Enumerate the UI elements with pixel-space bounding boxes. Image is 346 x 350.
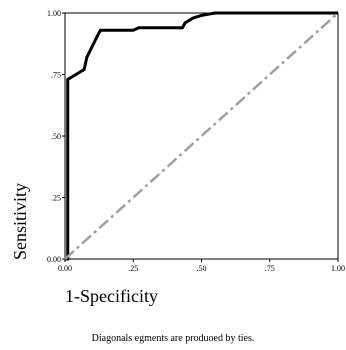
- y-tick-label: 0.00: [47, 255, 61, 264]
- plot-area: 0.00 .25 .50 .75 1.00 0.00 .25 .50 .75 1.00: [47, 9, 345, 273]
- x-tick-label: 0.00: [58, 264, 72, 273]
- y-tick-label: .25: [51, 194, 61, 203]
- y-tick-label: .75: [51, 71, 61, 80]
- x-axis-label: 1-Specificity: [65, 286, 158, 306]
- footnote: Diagonals egments are produoed by ties.: [91, 333, 255, 344]
- x-tick-label: .25: [128, 264, 138, 273]
- y-tick-label: 1.00: [47, 9, 61, 18]
- x-tick-label: .75: [265, 264, 275, 273]
- reference-diagonal-line: [64, 12, 339, 260]
- x-tick-label: .50: [197, 264, 207, 273]
- y-axis-label: Sensitivity: [10, 183, 30, 260]
- x-tick-label: 1.00: [331, 264, 345, 273]
- y-tick-label: .50: [51, 132, 61, 141]
- roc-curve-line: [65, 11, 338, 261]
